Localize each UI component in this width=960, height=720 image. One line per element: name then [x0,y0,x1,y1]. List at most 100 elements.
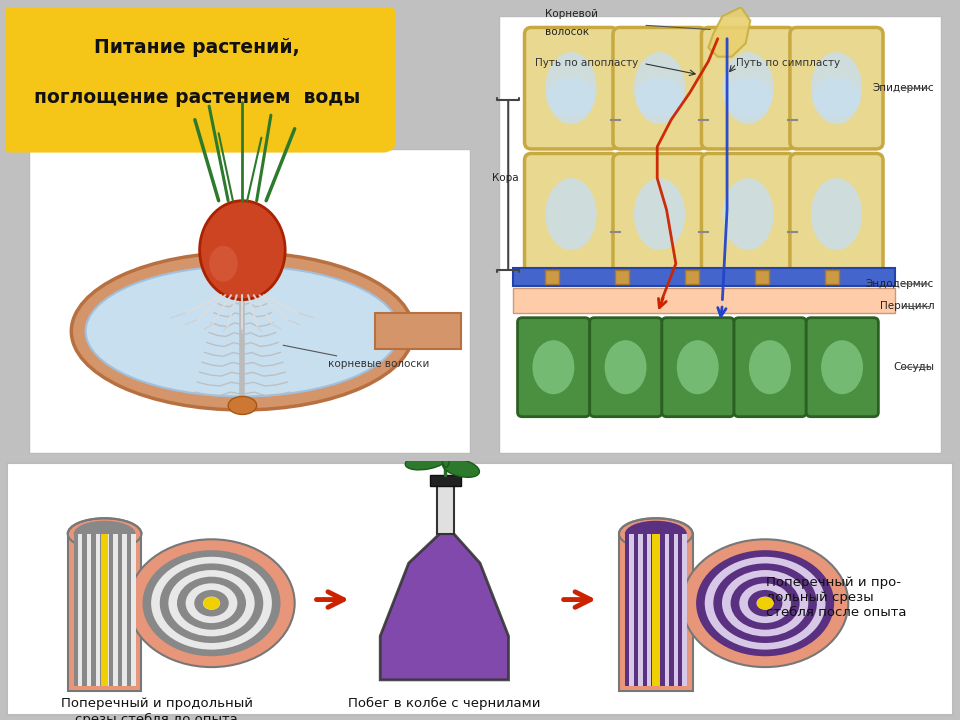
Ellipse shape [533,340,574,395]
Ellipse shape [725,77,771,117]
Circle shape [739,583,791,623]
Text: Эпидермис: Эпидермис [873,84,934,93]
Bar [375,313,461,349]
Bar [29,149,470,453]
Circle shape [185,583,237,623]
Bar [755,271,769,284]
Ellipse shape [68,518,141,549]
FancyBboxPatch shape [791,55,881,138]
Bar [647,534,652,686]
Text: Корневой: Корневой [545,9,598,19]
Ellipse shape [200,201,285,300]
Circle shape [177,577,246,630]
Bar [625,534,686,686]
Circle shape [756,597,774,610]
Circle shape [204,597,220,610]
Bar [642,534,647,686]
Bar [652,534,660,686]
Circle shape [713,564,817,643]
Text: Путь по симпласту: Путь по симпласту [736,58,841,68]
FancyBboxPatch shape [614,55,705,138]
FancyBboxPatch shape [526,55,616,138]
Bar [674,534,678,686]
Ellipse shape [634,178,685,250]
Ellipse shape [85,266,399,397]
FancyBboxPatch shape [790,153,883,275]
Bar [122,534,127,686]
Bar [513,289,895,313]
Bar [683,534,686,686]
Bar [825,271,839,284]
Text: Питание растений,: Питание растений, [94,38,300,57]
Circle shape [129,539,295,667]
Bar [68,534,141,691]
Bar [619,534,693,691]
Ellipse shape [71,253,414,410]
Bar [105,534,109,686]
Circle shape [722,570,808,636]
Bar [87,534,91,686]
Circle shape [168,570,254,636]
FancyBboxPatch shape [790,27,883,149]
FancyBboxPatch shape [589,318,661,417]
Text: поглощение растением  воды: поглощение растением воды [35,88,360,107]
Bar [74,534,135,686]
Bar [660,534,664,686]
Ellipse shape [677,340,719,395]
Ellipse shape [545,53,597,124]
Bar [545,271,560,284]
Circle shape [705,557,826,649]
Bar [630,534,634,686]
Ellipse shape [228,397,256,415]
Bar [96,534,100,686]
Circle shape [682,539,849,667]
Ellipse shape [548,77,594,117]
Ellipse shape [443,459,479,477]
Ellipse shape [811,178,862,250]
Ellipse shape [625,521,686,547]
Ellipse shape [811,53,862,124]
FancyBboxPatch shape [703,55,793,138]
Ellipse shape [636,77,683,117]
Ellipse shape [74,521,135,547]
Bar [100,534,105,686]
Bar [91,534,96,686]
Ellipse shape [821,340,863,395]
Bar [652,534,656,686]
Ellipse shape [442,451,449,467]
Polygon shape [380,487,509,680]
Bar [678,534,683,686]
Ellipse shape [813,77,860,117]
Bar [615,271,630,284]
FancyBboxPatch shape [517,318,589,417]
Text: Поперечный и про-
дольный срезы
стебля после опыта: Поперечный и про- дольный срезы стебля п… [766,576,906,618]
Bar [685,271,699,284]
Ellipse shape [723,178,774,250]
Bar [437,482,454,534]
Bar [113,534,118,686]
Text: волосок: волосок [545,27,589,37]
Polygon shape [708,7,751,57]
Circle shape [151,557,272,649]
FancyBboxPatch shape [0,5,395,151]
Bar [118,534,122,686]
Bar [109,534,113,686]
Circle shape [748,590,782,616]
Ellipse shape [723,53,774,124]
FancyBboxPatch shape [702,153,795,275]
Text: Кора: Кора [492,174,518,183]
Text: корневые волоски: корневые волоски [283,346,429,369]
Bar [625,534,630,686]
Bar [634,534,638,686]
FancyBboxPatch shape [806,318,878,417]
Ellipse shape [749,340,791,395]
Bar [101,534,108,686]
Bar [513,268,895,286]
FancyBboxPatch shape [613,153,707,275]
Ellipse shape [209,246,238,282]
Text: Побег в колбе с чернилами: Побег в колбе с чернилами [348,698,540,711]
Text: Поперечный и продольный
срезы стебля до опыта: Поперечный и продольный срезы стебля до … [60,698,252,720]
Circle shape [696,550,834,656]
FancyBboxPatch shape [702,27,795,149]
Ellipse shape [634,53,685,124]
